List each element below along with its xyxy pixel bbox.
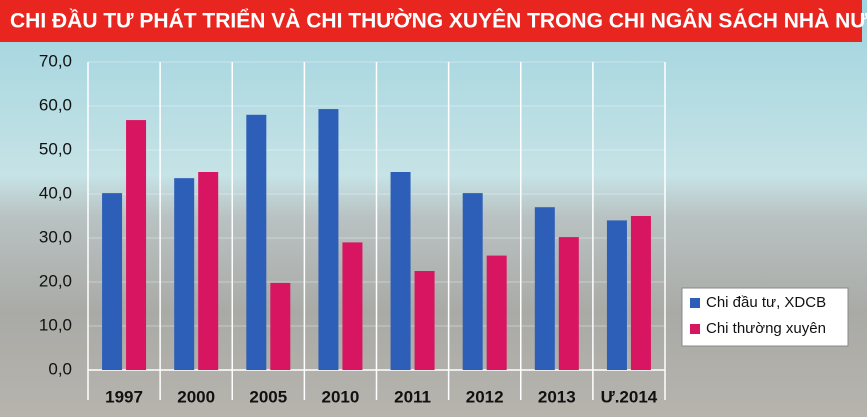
y-tick-label: 0,0: [48, 359, 72, 378]
y-tick-label: 20,0: [39, 271, 72, 290]
bar: [270, 282, 291, 370]
bar: [342, 242, 363, 370]
bar: [246, 114, 267, 370]
bar: [606, 220, 627, 370]
bar: [102, 193, 123, 370]
bar: [198, 172, 219, 370]
y-tick-label: 10,0: [39, 315, 72, 334]
x-tick-label: Ư.2014: [601, 387, 658, 406]
x-tick-label: 2013: [538, 387, 576, 406]
y-tick-label: 60,0: [39, 95, 72, 114]
y-tick-label: 30,0: [39, 227, 72, 246]
bar: [558, 237, 579, 370]
title-banner: [0, 0, 862, 42]
y-tick-label: 40,0: [39, 183, 72, 202]
x-tick-label: 1997: [105, 387, 143, 406]
legend-swatch: [690, 298, 700, 308]
x-tick-label: 2012: [466, 387, 504, 406]
bar: [174, 178, 195, 370]
bar: [462, 193, 483, 370]
legend-swatch: [690, 324, 700, 334]
x-tick-label: 2000: [177, 387, 215, 406]
x-tick-label: 2010: [322, 387, 360, 406]
bar: [390, 172, 411, 370]
x-tick-label: 2011: [394, 387, 431, 406]
y-tick-label: 50,0: [39, 139, 72, 158]
bar: [414, 271, 435, 370]
legend: Chi đầu tư, XDCB Chi thường xuyên: [681, 287, 849, 347]
bar: [486, 255, 507, 370]
bar: [534, 207, 555, 370]
legend-label: Chi đầu tư, XDCB: [706, 294, 826, 311]
chart-title: CHI ĐẦU TƯ PHÁT TRIỂN VÀ CHI THƯỜNG XUYÊ…: [10, 9, 867, 33]
bar: [630, 216, 651, 370]
legend-box: [681, 287, 849, 347]
bar: [126, 120, 147, 370]
legend-label: Chi thường xuyên: [706, 320, 826, 337]
bar: [318, 109, 339, 370]
x-tick-label: 2005: [249, 387, 287, 406]
y-tick-label: 70,0: [39, 51, 72, 70]
